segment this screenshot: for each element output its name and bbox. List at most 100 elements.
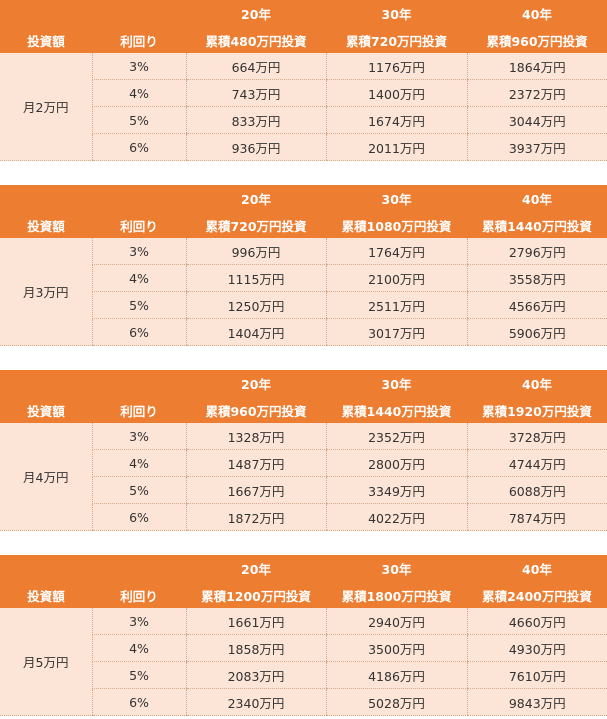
- header-invest-20: 累積1200万円投資: [186, 582, 326, 608]
- header-row-years: 20年 30年 40年: [0, 370, 607, 397]
- header-invest-20: 累積720万円投資: [186, 212, 326, 238]
- value-30-cell: 2511万円: [325, 291, 467, 319]
- rate-cell: 6%: [91, 688, 186, 716]
- header-blank: [0, 185, 92, 212]
- table-row: 6% 1872万円 4022万円 7874万円: [0, 503, 607, 531]
- header-invest-40: 累積1440万円投資: [467, 212, 607, 238]
- header-amount: 投資額: [0, 27, 92, 53]
- value-30-cell: 2352万円: [325, 423, 467, 450]
- value-20-cell: 1250万円: [185, 291, 326, 319]
- rate-cell: 4%: [91, 634, 186, 662]
- rate-cell: 6%: [91, 133, 186, 161]
- header-row-years: 20年 30年 40年: [0, 555, 607, 582]
- value-30-cell: 1176万円: [325, 53, 467, 80]
- header-row-labels: 投資額 利回り 累積960万円投資 累積1440万円投資 累積1920万円投資: [0, 397, 607, 423]
- table-row: 6% 2340万円 5028万円 9843万円: [0, 688, 607, 716]
- header-row-labels: 投資額 利回り 累積1200万円投資 累積1800万円投資 累積2400万円投資: [0, 582, 607, 608]
- value-30-cell: 2100万円: [325, 264, 467, 292]
- value-20-cell: 1872万円: [185, 503, 326, 531]
- value-40-cell: 3937万円: [466, 133, 607, 161]
- value-40-cell: 2796万円: [466, 238, 607, 265]
- header-year-30: 30年: [326, 0, 467, 27]
- value-30-cell: 4186万円: [325, 661, 467, 689]
- value-20-cell: 996万円: [185, 238, 326, 265]
- value-20-cell: 2083万円: [185, 661, 326, 689]
- amount-cell: 月5万円: [0, 608, 92, 716]
- value-40-cell: 4566万円: [466, 291, 607, 319]
- rate-cell: 5%: [91, 106, 186, 134]
- value-40-cell: 4930万円: [466, 634, 607, 662]
- value-40-cell: 4744万円: [466, 449, 607, 477]
- investment-table-2: 20年 30年 40年 投資額 利回り 累積720万円投資 累積1080万円投資…: [0, 185, 607, 346]
- value-40-cell: 2372万円: [466, 79, 607, 107]
- amount-cell: 月4万円: [0, 423, 92, 531]
- value-20-cell: 664万円: [185, 53, 326, 80]
- value-20-cell: 1661万円: [185, 608, 326, 635]
- rate-cell: 6%: [91, 318, 186, 346]
- header-year-30: 30年: [326, 185, 467, 212]
- table-row: 5% 1667万円 3349万円 6088万円: [0, 476, 607, 504]
- value-40-cell: 4660万円: [466, 608, 607, 635]
- header-year-20: 20年: [186, 370, 326, 397]
- header-rate: 利回り: [92, 212, 186, 238]
- rate-cell: 3%: [91, 608, 186, 635]
- header-amount: 投資額: [0, 397, 92, 423]
- rate-cell: 3%: [91, 238, 186, 265]
- rate-cell: 5%: [91, 291, 186, 319]
- header-year-20: 20年: [186, 185, 326, 212]
- rate-cell: 4%: [91, 449, 186, 477]
- header-year-40: 40年: [467, 0, 607, 27]
- value-30-cell: 5028万円: [325, 688, 467, 716]
- rate-cell: 4%: [91, 79, 186, 107]
- header-row-labels: 投資額 利回り 累積720万円投資 累積1080万円投資 累積1440万円投資: [0, 212, 607, 238]
- rate-cell: 5%: [91, 476, 186, 504]
- rate-cell: 6%: [91, 503, 186, 531]
- investment-table-4: 20年 30年 40年 投資額 利回り 累積1200万円投資 累積1800万円投…: [0, 555, 607, 716]
- header-year-40: 40年: [467, 185, 607, 212]
- table-row: 5% 1250万円 2511万円 4566万円: [0, 291, 607, 319]
- table-row: 5% 2083万円 4186万円 7610万円: [0, 661, 607, 689]
- value-20-cell: 1667万円: [185, 476, 326, 504]
- header-amount: 投資額: [0, 582, 92, 608]
- investment-table-1: 20年 30年 40年 投資額 利回り 累積480万円投資 累積720万円投資 …: [0, 0, 607, 161]
- value-40-cell: 3558万円: [466, 264, 607, 292]
- value-30-cell: 1764万円: [325, 238, 467, 265]
- header-invest-30: 累積1080万円投資: [326, 212, 467, 238]
- value-20-cell: 1328万円: [185, 423, 326, 450]
- value-30-cell: 2800万円: [325, 449, 467, 477]
- rate-cell: 5%: [91, 661, 186, 689]
- value-40-cell: 6088万円: [466, 476, 607, 504]
- header-row-years: 20年 30年 40年: [0, 0, 607, 27]
- table-row: 月3万円 3% 996万円 1764万円 2796万円: [0, 238, 607, 346]
- rate-cell: 4%: [91, 264, 186, 292]
- header-blank: [92, 0, 186, 27]
- value-20-cell: 1115万円: [185, 264, 326, 292]
- value-20-cell: 743万円: [185, 79, 326, 107]
- header-rate: 利回り: [92, 397, 186, 423]
- header-row-years: 20年 30年 40年: [0, 185, 607, 212]
- value-30-cell: 3500万円: [325, 634, 467, 662]
- value-40-cell: 3728万円: [466, 423, 607, 450]
- header-year-20: 20年: [186, 555, 326, 582]
- header-row-labels: 投資額 利回り 累積480万円投資 累積720万円投資 累積960万円投資: [0, 27, 607, 53]
- value-30-cell: 1400万円: [325, 79, 467, 107]
- value-20-cell: 936万円: [185, 133, 326, 161]
- header-year-20: 20年: [186, 0, 326, 27]
- header-invest-40: 累積960万円投資: [467, 27, 607, 53]
- table-row: 4% 1858万円 3500万円 4930万円: [0, 634, 607, 662]
- header-year-40: 40年: [467, 555, 607, 582]
- header-year-40: 40年: [467, 370, 607, 397]
- value-40-cell: 7874万円: [466, 503, 607, 531]
- header-blank: [92, 555, 186, 582]
- table-row: 6% 1404万円 3017万円 5906万円: [0, 318, 607, 346]
- value-30-cell: 4022万円: [325, 503, 467, 531]
- value-30-cell: 2940万円: [325, 608, 467, 635]
- header-blank: [0, 0, 92, 27]
- value-20-cell: 1487万円: [185, 449, 326, 477]
- investment-table-3: 20年 30年 40年 投資額 利回り 累積960万円投資 累積1440万円投資…: [0, 370, 607, 531]
- value-40-cell: 7610万円: [466, 661, 607, 689]
- header-invest-40: 累積2400万円投資: [467, 582, 607, 608]
- header-invest-40: 累積1920万円投資: [467, 397, 607, 423]
- header-invest-30: 累積1440万円投資: [326, 397, 467, 423]
- header-invest-20: 累積960万円投資: [186, 397, 326, 423]
